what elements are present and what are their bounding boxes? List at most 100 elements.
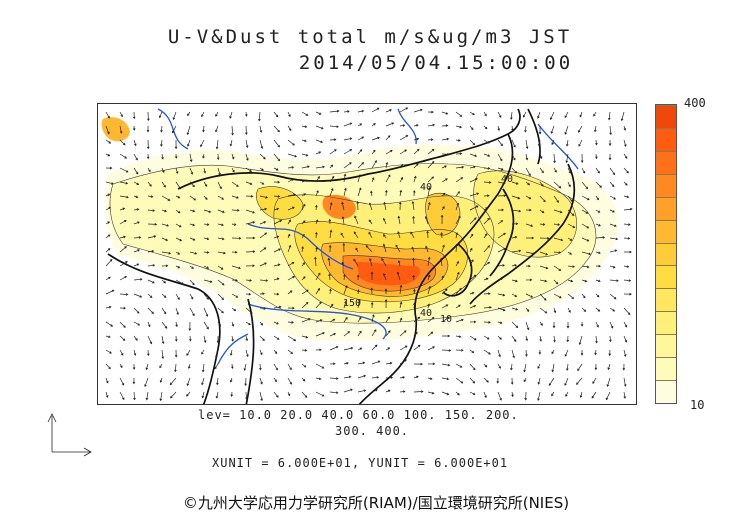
wind-arrow xyxy=(511,264,517,267)
wind-arrow xyxy=(511,222,519,226)
wind-arrow xyxy=(329,391,339,395)
contour-label: 10 xyxy=(440,314,452,325)
wind-arrow xyxy=(315,111,322,115)
wind-arrow xyxy=(273,207,280,211)
wind-arrow xyxy=(553,167,557,173)
legend-swatch xyxy=(656,334,676,358)
wind-arrow xyxy=(301,233,305,239)
wind-arrow xyxy=(132,363,136,370)
wind-arrow xyxy=(357,289,360,295)
wind-arrow xyxy=(132,111,136,120)
wind-arrow xyxy=(539,335,543,342)
wind-arrow xyxy=(273,153,281,162)
wind-arrow xyxy=(427,377,433,380)
wind-arrow xyxy=(497,349,501,358)
wind-arrow xyxy=(133,181,140,185)
wind-arrow xyxy=(273,349,278,355)
wind-arrow xyxy=(189,307,195,317)
wind-arrow xyxy=(189,279,195,286)
wind-arrow xyxy=(581,237,590,242)
wind-arrow xyxy=(315,219,319,225)
wind-arrow xyxy=(525,208,532,212)
wind-arrow xyxy=(353,258,359,267)
wind-arrow xyxy=(105,259,113,267)
wind-arrow xyxy=(245,307,253,314)
wind-arrow xyxy=(469,377,476,384)
legend-swatch xyxy=(656,380,676,403)
wind-arrow xyxy=(566,322,570,329)
wind-arrow xyxy=(105,276,111,281)
wind-arrow xyxy=(343,285,348,295)
wind-arrow xyxy=(371,389,378,393)
wind-arrow xyxy=(483,391,487,399)
wind-arrow xyxy=(287,244,292,253)
wind-arrow xyxy=(623,321,628,328)
wind-arrow xyxy=(245,292,252,296)
wind-arrow xyxy=(161,153,164,160)
legend-swatch xyxy=(656,105,676,128)
wind-arrow xyxy=(567,167,571,174)
wind-arrow xyxy=(287,391,291,397)
wind-arrow xyxy=(273,292,280,296)
wind-arrow xyxy=(412,190,416,197)
wind-arrow xyxy=(411,201,415,211)
wind-arrow xyxy=(385,316,391,323)
wind-arrow xyxy=(469,247,473,253)
wind-arrow xyxy=(567,265,575,268)
unit-scale: XUNIT = 6.000E+01, YUNIT = 6.000E+01 xyxy=(212,456,509,470)
wind-arrow xyxy=(201,111,205,118)
wind-arrow xyxy=(356,274,360,281)
contour-label: 40 xyxy=(420,182,432,193)
wind-arrow xyxy=(343,388,353,393)
wind-arrow xyxy=(483,306,492,309)
wind-arrow xyxy=(245,264,255,268)
wind-arrow xyxy=(273,195,281,198)
wind-arrow xyxy=(105,377,109,384)
contour-labels: 40 40 150 40 10 xyxy=(343,174,513,325)
wind-arrow xyxy=(399,330,407,337)
wind-arrow xyxy=(539,209,545,214)
wind-arrow xyxy=(357,330,362,337)
wind-arrow xyxy=(365,245,373,253)
wind-arrow xyxy=(537,377,541,385)
wind-arrow xyxy=(592,377,597,384)
wind-arrow xyxy=(105,363,111,370)
wind-arrow xyxy=(119,306,126,310)
wind-arrow xyxy=(105,234,111,239)
wind-arrow xyxy=(497,247,506,253)
wind-arrow xyxy=(231,153,235,160)
wind-arrow xyxy=(579,391,583,398)
wind-arrow xyxy=(509,111,513,120)
wind-arrow xyxy=(357,174,361,183)
wind-arrow xyxy=(119,207,126,211)
wind-arrow xyxy=(287,377,292,385)
wind-arrow xyxy=(623,292,632,296)
wind-arrow xyxy=(594,363,598,371)
wind-arrow xyxy=(553,195,559,203)
wind-arrow xyxy=(229,139,233,147)
wind-arrow xyxy=(441,391,450,396)
wind-arrow xyxy=(410,231,415,239)
wind-arrow xyxy=(539,195,546,203)
wind-arrow xyxy=(553,251,562,254)
wind-arrow xyxy=(329,345,339,351)
wind-arrow xyxy=(259,279,269,282)
wind-arrow xyxy=(203,195,208,200)
legend-swatch xyxy=(656,219,676,243)
wind-arrow xyxy=(525,349,528,357)
wind-arrow xyxy=(145,363,149,371)
wind-arrow xyxy=(217,307,224,314)
wind-arrow xyxy=(427,331,434,337)
wind-arrow xyxy=(301,262,306,267)
wind-arrow xyxy=(595,223,601,227)
wind-arrow xyxy=(186,391,191,397)
wind-arrow xyxy=(245,321,251,326)
wind-arrow xyxy=(469,153,478,158)
wind-arrow xyxy=(623,125,627,131)
wind-arrow xyxy=(133,195,139,199)
wind-arrow xyxy=(273,277,280,281)
wind-arrow xyxy=(231,293,239,298)
wind-arrow xyxy=(469,125,474,131)
wind-arrow xyxy=(203,293,209,300)
wind-arrow xyxy=(119,275,127,281)
